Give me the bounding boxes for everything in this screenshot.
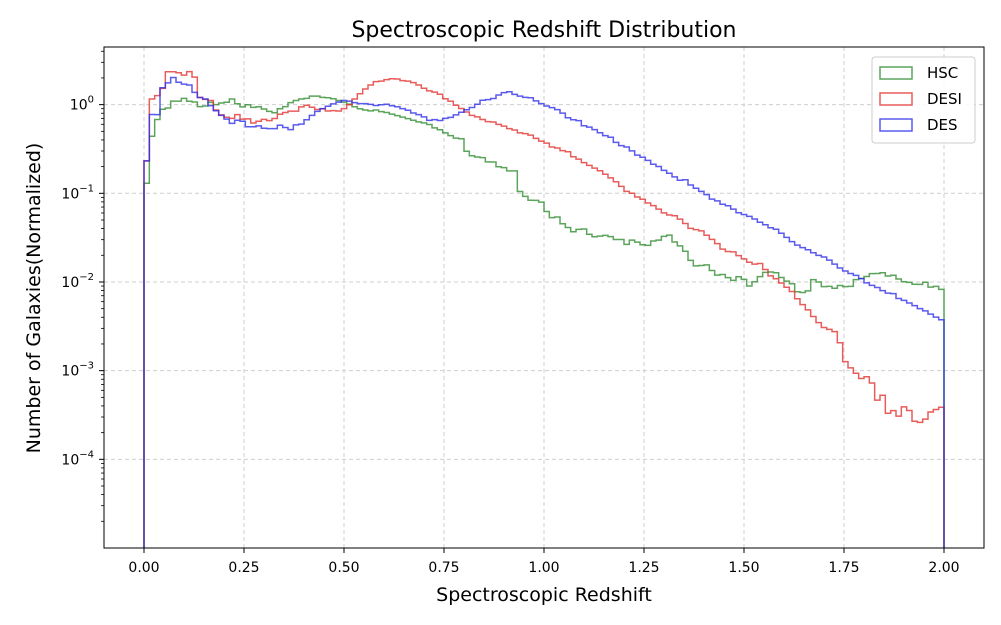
legend-swatch-desi — [879, 92, 913, 106]
series-desi-step-line — [143, 70, 945, 548]
y-tick-label: 10−3 — [61, 361, 94, 380]
legend-swatch-des — [879, 118, 913, 132]
legend-label-hsc: HSC — [927, 64, 958, 82]
x-tick-label: 1.50 — [728, 560, 759, 576]
y-tick-base: 10 — [70, 98, 88, 114]
x-tick-label: 0.50 — [328, 560, 359, 576]
y-tick-base: 10 — [61, 364, 79, 380]
x-tick-label: 1.25 — [628, 560, 659, 576]
legend-label-des: DES — [927, 116, 958, 134]
y-tick-label: 10−4 — [61, 449, 94, 468]
y-tick-exponent: −3 — [79, 361, 94, 372]
x-tick-label: 0.25 — [228, 560, 259, 576]
y-tick-base: 10 — [61, 186, 79, 202]
series-group — [143, 70, 945, 548]
y-axis-label: Number of Galaxies(Normalized) — [23, 143, 45, 454]
y-tick-label: 10−2 — [61, 272, 94, 291]
x-tick-label: 0.00 — [128, 560, 159, 576]
x-tick-label: 0.75 — [428, 560, 459, 576]
legend-swatch-hsc — [879, 66, 913, 80]
series-hsc-step-line — [143, 95, 945, 548]
y-tick-label: 10−1 — [61, 183, 94, 202]
y-tick-exponent: −1 — [79, 183, 94, 194]
series-des-step-line — [143, 76, 945, 548]
y-tick-label: 100 — [70, 95, 94, 114]
y-tick-exponent: −4 — [79, 449, 94, 460]
x-tick-label: 2.00 — [928, 560, 959, 576]
legend-label-desi: DESI — [927, 90, 962, 108]
y-tick-exponent: −2 — [79, 272, 94, 283]
y-tick-base: 10 — [61, 275, 79, 291]
y-tick-base: 10 — [61, 452, 79, 468]
x-axis-label: Spectroscopic Redshift — [436, 584, 652, 606]
x-axis-ticks: 0.00 0.25 0.50 0.75 1.00 1.25 1.50 1.75 2.00 — [128, 548, 960, 576]
x-tick-label: 1.75 — [828, 560, 859, 576]
legend: HSC DESI DES — [871, 56, 976, 144]
y-tick-exponent: 0 — [88, 95, 94, 106]
chart-title: Spectroscopic Redshift Distribution — [351, 18, 736, 43]
x-tick-label: 1.00 — [528, 560, 559, 576]
